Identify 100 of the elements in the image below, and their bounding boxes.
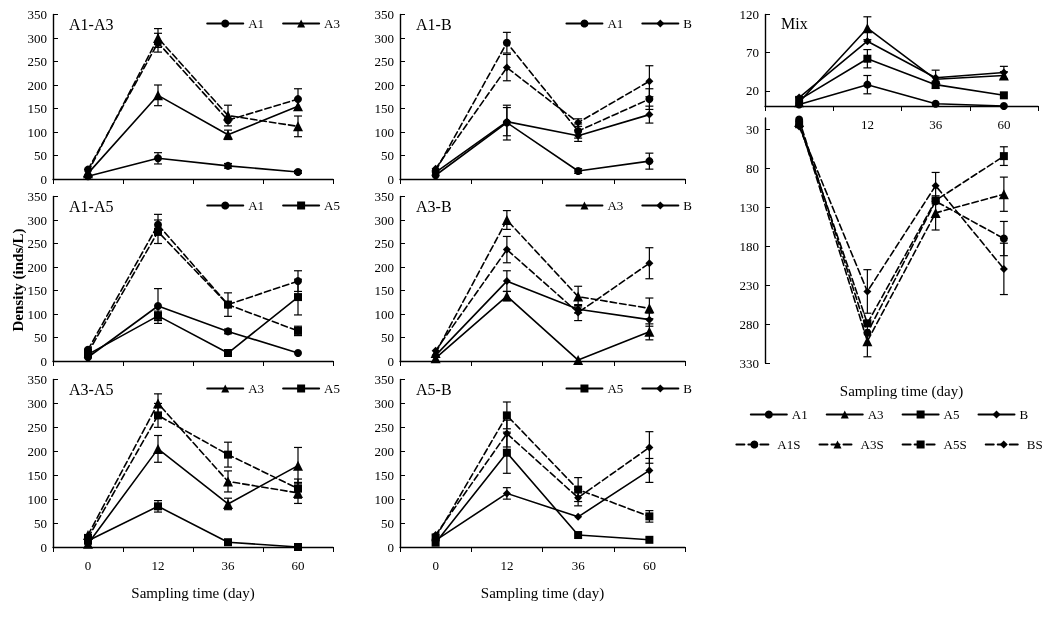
legend-label: A3 xyxy=(867,407,884,422)
y-tick-label: 50 xyxy=(34,148,47,163)
legend-label: A1 xyxy=(607,16,624,31)
y-tick-label: 250 xyxy=(27,419,47,435)
y-tick-label: 200 xyxy=(374,77,394,93)
x-tick-label: 60 xyxy=(291,558,305,573)
x-tick-label: 0 xyxy=(84,558,92,573)
y-tick-label: 200 xyxy=(374,259,394,275)
y-tick-label: 0 xyxy=(40,353,47,369)
y-tick-label: 150 xyxy=(374,467,394,483)
chart-title: A1-A5 xyxy=(69,197,114,215)
x-tick-label: 36 xyxy=(929,117,943,132)
y-tick-label: 50 xyxy=(381,330,394,345)
chart-title: A1-A3 xyxy=(69,15,114,33)
y-tick-label: 50 xyxy=(381,515,394,531)
chart-title: A3-A5 xyxy=(69,380,114,398)
y-tick-label: 330 xyxy=(739,355,759,371)
chart-title: Mix xyxy=(781,14,808,32)
y-tick-label: 0 xyxy=(40,539,47,555)
y-tick-label: 100 xyxy=(27,124,47,140)
y-tick-label: 350 xyxy=(27,372,47,387)
legend-label: A3 xyxy=(607,198,624,213)
y-tick-label: 350 xyxy=(374,189,394,204)
legend-label: B xyxy=(683,16,693,31)
y-tick-label: 250 xyxy=(374,236,394,251)
y-tick-label: 300 xyxy=(27,30,47,46)
y-tick-label: 200 xyxy=(27,77,47,93)
legend-label: B xyxy=(683,198,693,213)
y-tick-label: 300 xyxy=(27,212,47,228)
chart-title: A1-B xyxy=(416,15,452,33)
y-tick-label: 0 xyxy=(387,539,394,555)
y-tick-label: 300 xyxy=(374,30,394,46)
y-tick-label: 100 xyxy=(374,491,394,507)
y-tick-label: 300 xyxy=(27,395,47,411)
legend-label: A3 xyxy=(248,381,265,396)
x-tick-label: 60 xyxy=(642,558,656,573)
legend-label: A1 xyxy=(248,16,265,31)
legend-label: A5 xyxy=(943,407,960,422)
y-axis-title: Density (inds/L) xyxy=(9,228,27,332)
y-tick-label: 100 xyxy=(374,306,394,322)
y-tick-label: 250 xyxy=(374,54,394,69)
y-tick-label: 150 xyxy=(27,467,47,483)
x-tick-label: 12 xyxy=(151,558,165,573)
y-tick-label: 200 xyxy=(374,443,394,459)
y-tick-label: 150 xyxy=(374,101,394,116)
y-tick-label: 20 xyxy=(746,83,759,99)
y-tick-label: 350 xyxy=(374,372,394,387)
x-tick-label: 36 xyxy=(571,558,586,573)
legend-label: A1S xyxy=(777,437,801,452)
legend-label: A5 xyxy=(324,198,340,213)
legend-label: B xyxy=(1019,407,1029,422)
x-tick-label: 0 xyxy=(432,558,439,573)
y-tick-label: 150 xyxy=(374,283,394,298)
y-tick-label: 50 xyxy=(381,148,394,163)
legend-label: A1 xyxy=(248,198,265,213)
y-tick-label: 250 xyxy=(27,236,47,251)
y-tick-label: 80 xyxy=(746,161,759,177)
y-tick-label: 150 xyxy=(27,101,47,116)
x-axis-title: Sampling time (day) xyxy=(480,584,605,602)
legend-label: A1 xyxy=(791,407,808,422)
legend-label: A5 xyxy=(607,381,624,396)
y-tick-label: 180 xyxy=(739,238,759,254)
legend-label: A5 xyxy=(324,381,340,396)
y-tick-label: 50 xyxy=(34,515,47,531)
y-tick-label: 350 xyxy=(27,7,47,22)
y-tick-label: 350 xyxy=(27,189,47,204)
chart-title: A3-B xyxy=(416,197,452,215)
y-tick-label: 300 xyxy=(374,212,394,228)
y-tick-label: 130 xyxy=(739,199,759,215)
x-axis-title: Sampling time (day) xyxy=(839,382,964,400)
y-tick-label: 200 xyxy=(27,259,47,275)
y-tick-label: 70 xyxy=(746,45,759,61)
legend-label: A3S xyxy=(860,437,884,452)
y-tick-label: 280 xyxy=(739,316,759,332)
y-tick-label: 0 xyxy=(387,171,394,187)
y-tick-label: 120 xyxy=(739,7,759,22)
y-tick-label: 100 xyxy=(374,124,394,140)
y-tick-label: 300 xyxy=(374,395,394,411)
y-tick-label: 0 xyxy=(387,353,394,369)
legend-label: A5S xyxy=(943,437,967,452)
y-tick-label: 100 xyxy=(27,306,47,322)
x-axis-title: Sampling time (day) xyxy=(131,584,255,602)
y-tick-label: 100 xyxy=(27,491,47,507)
y-tick-label: 200 xyxy=(27,443,47,459)
legend-label: BS xyxy=(1026,437,1043,452)
y-tick-label: 150 xyxy=(27,283,47,298)
y-tick-label: 250 xyxy=(27,54,47,69)
y-tick-label: 50 xyxy=(34,330,47,345)
legend-label: A3 xyxy=(324,16,340,31)
x-tick-label: 12 xyxy=(860,117,874,132)
x-tick-label: 36 xyxy=(221,558,235,573)
y-tick-label: 230 xyxy=(739,277,759,293)
chart-title: A5-B xyxy=(416,380,452,398)
y-tick-label: 0 xyxy=(40,171,47,187)
y-tick-label: 250 xyxy=(374,419,394,435)
y-tick-label: 30 xyxy=(746,122,759,138)
y-tick-label: 350 xyxy=(374,7,394,22)
legend-label: B xyxy=(683,381,693,396)
x-tick-label: 60 xyxy=(997,117,1011,132)
x-tick-label: 12 xyxy=(500,558,514,573)
